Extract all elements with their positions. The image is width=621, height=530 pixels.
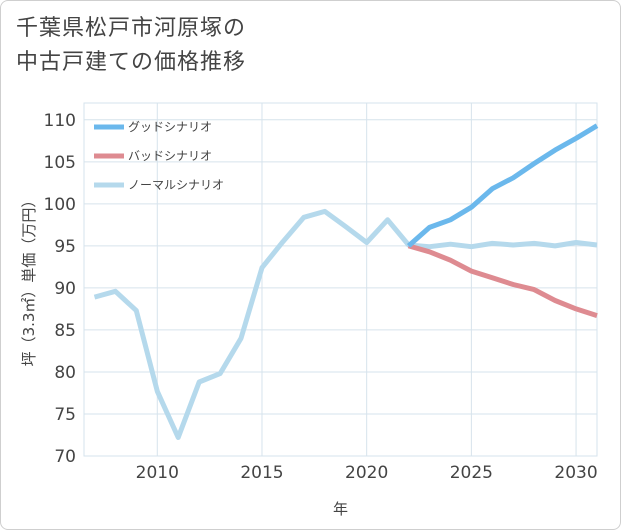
x-tick-label: 2015 [240,463,283,483]
legend-label: バッドシナリオ [128,149,212,163]
x-tick-label: 2025 [450,463,493,483]
legend-label: ノーマルシナリオ [128,178,224,192]
legend-label: グッドシナリオ [128,120,212,134]
series-line-1 [406,123,599,248]
x-tick-label: 2030 [554,463,597,483]
title-line-1: 千葉県松戸市河原塚の [16,16,247,41]
y-tick-label: 75 [54,405,76,425]
x-axis-label: 年 [333,500,348,518]
y-axis-label: 坪（3.3㎡）単価（万円） [20,193,38,367]
y-tick-label: 80 [54,363,76,383]
series-line-2 [407,243,598,318]
y-tick-label: 85 [54,321,76,341]
y-tick-label: 110 [44,111,76,131]
y-tick-label: 95 [54,237,76,257]
title-line-2: 中古戸建ての価格推移 [16,50,247,75]
x-tick-label: 2010 [136,463,179,483]
y-tick-label: 100 [44,195,76,215]
y-tick-label: 70 [54,447,76,467]
chart-title: 千葉県松戸市河原塚の 中古戸建ての価格推移 [16,12,246,80]
x-tick-label: 2020 [345,463,388,483]
y-tick-label: 90 [54,279,76,299]
series-line-3 [93,208,598,440]
y-tick-label: 105 [44,153,76,173]
